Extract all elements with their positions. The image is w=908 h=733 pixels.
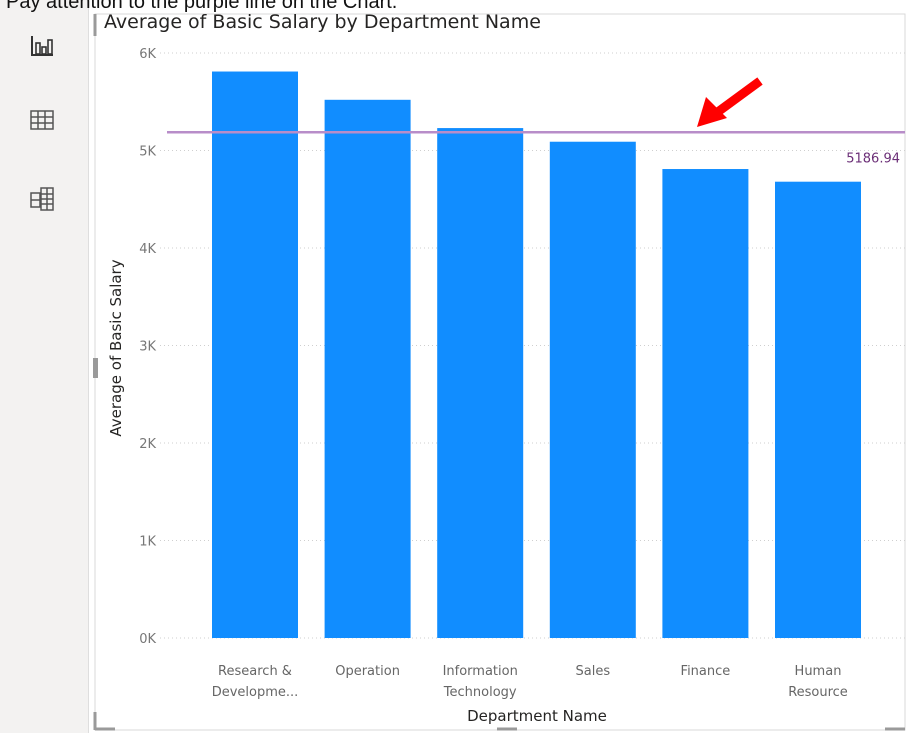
y-tick-label: 5K	[139, 145, 156, 160]
y-axis-ticks: 0K 1K 2K 3K 4K 5K 6K	[139, 47, 156, 647]
reference-line-group: 5186.94	[167, 131, 905, 166]
y-tick-label: 6K	[139, 47, 156, 62]
bar[interactable]	[775, 181, 861, 638]
instruction-caption: Pay attention to the purple line on the …	[6, 0, 398, 13]
arrow-shaft	[712, 77, 763, 118]
x-tick-label: Sales	[575, 664, 610, 679]
chart-title: Average of Basic Salary by Department Na…	[104, 11, 541, 33]
x-tick-label: Research & Developme...	[212, 664, 299, 700]
x-tick-label: Operation	[335, 664, 400, 679]
visualizations-pane	[0, 0, 89, 733]
y-tick-label: 4K	[139, 242, 156, 257]
table-icon[interactable]	[26, 104, 58, 136]
resize-handle-left[interactable]	[93, 358, 98, 378]
bar-chart-icon[interactable]	[26, 30, 58, 62]
matrix-icon[interactable]	[26, 183, 58, 215]
reference-line-label: 5186.94	[846, 151, 900, 166]
bars	[212, 71, 861, 639]
y-axis-title: Average of Basic Salary	[107, 259, 125, 436]
x-axis-title: Department Name	[467, 707, 607, 725]
x-tick-label: Finance	[681, 664, 731, 679]
bar[interactable]	[662, 169, 749, 638]
y-tick-label: 1K	[139, 535, 156, 550]
x-tick-label: Information Technology	[443, 664, 518, 700]
bar[interactable]	[437, 128, 524, 638]
bar[interactable]	[324, 99, 411, 639]
x-tick-label: Human Resource	[788, 664, 848, 700]
y-tick-label: 0K	[139, 632, 156, 647]
bar[interactable]	[212, 71, 298, 638]
bar[interactable]	[549, 141, 636, 638]
y-tick-label: 2K	[139, 437, 156, 452]
y-tick-label: 3K	[139, 340, 156, 355]
red-arrow-annotation	[697, 77, 763, 127]
arrow-head	[697, 97, 727, 127]
x-axis-ticks: Research & Developme... Operation Informati…	[212, 664, 848, 700]
